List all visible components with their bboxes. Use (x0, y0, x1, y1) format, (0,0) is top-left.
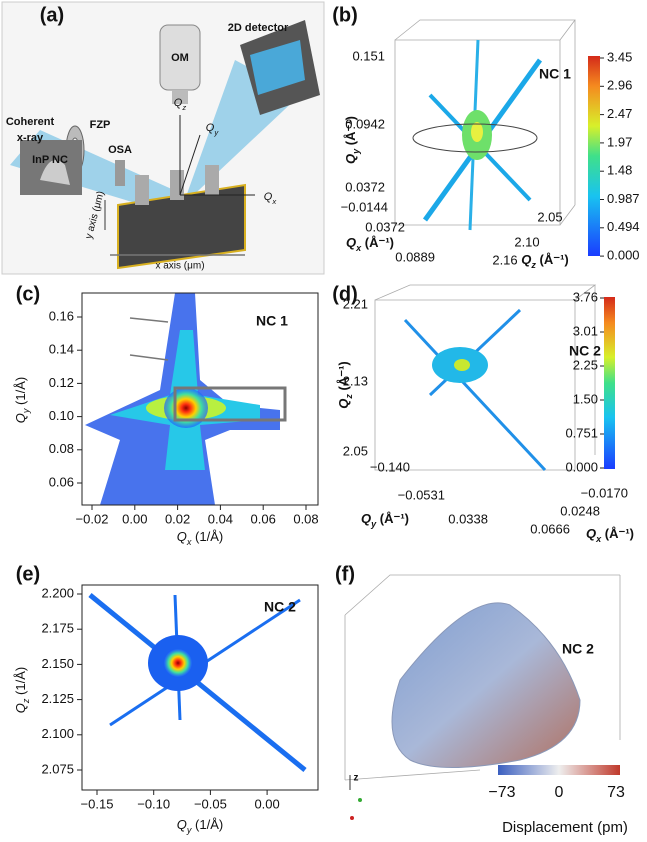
label: NC 2 (562, 641, 594, 657)
label: 0.0248 (560, 503, 600, 518)
label: Coherent (6, 116, 55, 128)
label: 2.96 (607, 78, 632, 93)
panel-a-illustration (2, 2, 324, 274)
panel-label: (a) (40, 4, 64, 26)
label: Qy (1/Å) (177, 817, 223, 835)
label: 0.0338 (448, 511, 488, 526)
label: 0.000 (565, 459, 598, 474)
panel-label: (e) (16, 563, 40, 585)
label: 2.200 (41, 585, 74, 600)
panel-label: (b) (332, 4, 358, 26)
label: 0 (555, 784, 564, 801)
label: 3.01 (573, 323, 598, 338)
panel-label: (f) (335, 563, 355, 585)
panel-d-plot (375, 285, 595, 470)
label: 1.97 (607, 134, 632, 149)
label: 0.151 (352, 48, 385, 63)
label: 0.751 (565, 425, 598, 440)
label: 0.494 (607, 219, 640, 234)
label: −0.0170 (581, 485, 628, 500)
label: 2.175 (41, 621, 74, 636)
panel-e-plot (82, 585, 318, 790)
label: 2.05 (537, 209, 562, 224)
label: OM (171, 52, 189, 64)
label: 0.00 (122, 511, 147, 526)
label: 3.45 (607, 49, 632, 64)
label: 3.76 (573, 289, 598, 304)
figure: (a)(b)(c)(d)(e)(f)Coherentx-rayFZPOSAOM2… (0, 0, 647, 842)
label: Qy (1/Å) (13, 377, 31, 423)
panel-b-plot (395, 20, 575, 230)
label: Qz (1/Å) (13, 667, 31, 713)
label: 0.06 (49, 474, 74, 489)
label: 0.000 (607, 248, 640, 263)
label: 2.47 (607, 106, 632, 121)
label: 0.02 (165, 511, 190, 526)
label: z (354, 773, 359, 784)
label: 0.08 (49, 441, 74, 456)
label: 0.987 (607, 191, 640, 206)
label: 0.06 (251, 511, 276, 526)
label: 0.12 (49, 375, 74, 390)
label: 73 (607, 784, 625, 801)
label: 1.50 (573, 391, 598, 406)
label: 0.08 (293, 511, 318, 526)
label: NC 1 (539, 66, 571, 82)
label: 2.150 (41, 656, 74, 671)
label: 2.21 (343, 296, 368, 311)
label: 0.16 (49, 308, 74, 323)
label: x-ray (17, 132, 44, 144)
label: 2.25 (573, 357, 598, 372)
label: −0.140 (370, 459, 410, 474)
label: Qy (Å⁻¹) (361, 511, 409, 529)
colorbar (604, 297, 615, 469)
label: 2D detector (228, 22, 289, 34)
label: 2.10 (514, 234, 539, 249)
label: x axis (μm) (155, 261, 204, 272)
panel-label: (c) (16, 283, 40, 305)
label: −0.10 (137, 796, 170, 811)
label: −0.02 (76, 511, 109, 526)
label: Qx (1/Å) (177, 529, 223, 547)
label: Displacement (pm) (502, 819, 628, 836)
label: 0.0666 (530, 521, 570, 536)
label: −0.0144 (341, 199, 388, 214)
label: 2.125 (41, 691, 74, 706)
label: 0.14 (49, 342, 74, 357)
label: −0.15 (81, 796, 114, 811)
label: InP NC (32, 154, 68, 166)
label: NC 2 (569, 343, 601, 359)
label: 2.075 (41, 761, 74, 776)
label: 2.100 (41, 726, 74, 741)
label: 2.16 (492, 252, 517, 267)
label: 2.05 (343, 443, 368, 458)
label: NC 2 (264, 599, 296, 615)
label: 0.10 (49, 408, 74, 423)
label: FZP (90, 119, 111, 131)
label: Qx (Å⁻¹) (586, 526, 634, 544)
colorbar (588, 56, 600, 256)
label: Qx (Å⁻¹) (346, 235, 394, 253)
label: NC 1 (256, 313, 288, 329)
label: 0.0889 (395, 249, 435, 264)
label: 0.00 (254, 796, 279, 811)
label: 1.48 (607, 163, 632, 178)
label: OSA (108, 144, 132, 156)
label: −0.0531 (398, 487, 445, 502)
label: Qz (Å⁻¹) (521, 252, 569, 270)
label: 0.04 (208, 511, 233, 526)
label: 0.0372 (365, 219, 405, 234)
panel-f-plot (345, 575, 620, 820)
label: −73 (488, 784, 515, 801)
label: −0.05 (194, 796, 227, 811)
label: 0.0372 (345, 179, 385, 194)
colorbar (498, 765, 620, 775)
